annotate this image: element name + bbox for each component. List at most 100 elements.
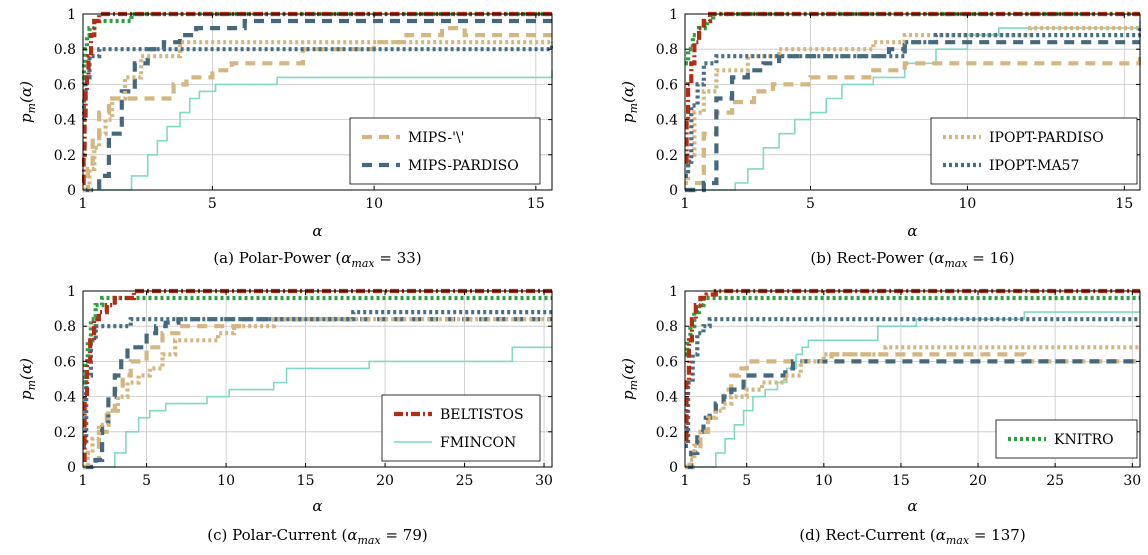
panel-caption: (d) Rect-Current (αmax = 137) (799, 526, 1025, 547)
y-tick-label: 0.2 (656, 425, 678, 441)
chart-panel-b: 1 5 10 1500.20.40.60.81αpm(α)IPOPT-PARDISOI… (619, 7, 1141, 270)
series-line (685, 359, 1140, 470)
y-tick-label: 1 (669, 7, 678, 23)
series-line (83, 40, 552, 193)
panel-caption: (c) Polar-Current (αmax = 79) (207, 526, 427, 547)
legend: IPOPT-PARDISO IPOPT-MA57 (930, 117, 1138, 185)
series-line (83, 346, 552, 468)
x-tick-label: 20 (969, 473, 987, 489)
y-tick-label: 0.2 (54, 425, 76, 441)
y-tick-label: 1 (67, 284, 76, 300)
series-line (685, 28, 1141, 178)
series-line (83, 310, 552, 448)
series-line (685, 345, 1140, 470)
x-tick-label: 15 (527, 196, 545, 212)
series-line (684, 288, 1140, 441)
legend-label: IPOPT-PARDISO (989, 130, 1104, 146)
legend-box (381, 394, 541, 462)
x-tick-label: 1 (79, 196, 88, 212)
series-group (684, 11, 1141, 193)
x-tick-label: 10 (958, 196, 976, 212)
x-axis-label: α (907, 222, 917, 240)
y-tick-label: 0.6 (54, 354, 76, 370)
legend-label: IPOPT-MA57 (989, 158, 1079, 174)
x-axis-label: α (907, 497, 917, 515)
x-tick-label: 10 (217, 473, 235, 489)
series-line (685, 56, 1141, 193)
panel-caption: (a) Polar-Power (αmax = 33) (213, 249, 421, 270)
x-tick-label: 5 (142, 473, 151, 489)
y-tick-label: 0.6 (656, 77, 678, 93)
x-tick-label: 5 (742, 473, 751, 489)
chart-panel-a: 1 5 10 1500.20.40.60.81αpm(α)MIPS-'\'MIPS-P… (17, 7, 553, 270)
y-tick-label: 0 (67, 460, 76, 476)
y-tick-label: 0.8 (656, 42, 678, 58)
x-tick-label: 25 (456, 473, 474, 489)
legend: KNITRO (995, 419, 1138, 459)
legend-box (930, 117, 1138, 185)
legend-label: KNITRO (1054, 432, 1114, 448)
x-tick-label: 5 (806, 196, 815, 212)
y-axis-label: pm(α) (619, 358, 640, 400)
panel-caption: (b) Rect-Power (αmax = 16) (810, 249, 1014, 270)
legend-box (349, 117, 541, 185)
y-axis-label: pm(α) (619, 81, 640, 123)
series-line (83, 295, 552, 385)
series-line (685, 295, 1140, 357)
x-tick-label: 15 (892, 473, 910, 489)
x-tick-label: 25 (1046, 473, 1064, 489)
y-tick-label: 0.4 (656, 390, 678, 406)
series-line (83, 18, 552, 193)
x-tick-label: 5 (208, 196, 217, 212)
y-tick-label: 0.2 (54, 148, 76, 164)
series-line (83, 26, 552, 193)
y-axis-label: pm(α) (17, 81, 38, 123)
x-tick-label: 10 (815, 473, 833, 489)
x-axis-label: α (312, 497, 322, 515)
axes-frame (684, 290, 1141, 468)
y-tick-label: 1 (669, 284, 678, 300)
axes-frame (684, 13, 1141, 191)
axes-frame (82, 13, 553, 191)
legend-label: MIPS-'\' (408, 130, 465, 146)
legend: MIPS-'\' MIPS-PARDISO (349, 117, 541, 185)
legend-box (995, 419, 1138, 459)
chart-panel-c: 1 5 10 15 20 25 3000.20.40.60.81αpm(α)BELTISTO… (17, 284, 553, 547)
series-line (83, 70, 553, 191)
y-tick-label: 0 (67, 183, 76, 199)
x-tick-label: 1 (681, 196, 690, 212)
y-tick-label: 1 (67, 7, 76, 23)
y-tick-label: 0.4 (656, 113, 678, 129)
y-tick-label: 0.8 (54, 42, 76, 58)
chart-panel-d: 1 5 10 15 20 25 3000.20.40.60.81αpm(α)KNITRO(d… (619, 284, 1141, 547)
series-group (82, 288, 552, 470)
y-tick-label: 0.6 (656, 354, 678, 370)
series-group (684, 288, 1140, 470)
x-tick-label: 1 (681, 473, 690, 489)
x-tick-label: 30 (1123, 473, 1141, 489)
x-tick-label: 15 (1115, 196, 1133, 212)
y-axis-label: pm(α) (17, 358, 38, 400)
legend-label: BELTISTOS (440, 407, 524, 423)
y-tick-label: 0.4 (54, 113, 76, 129)
legend-label: FMINCON (440, 435, 516, 451)
axes-frame (82, 290, 553, 468)
y-tick-label: 0.4 (54, 390, 76, 406)
series-line (82, 42, 553, 122)
y-tick-label: 0.2 (656, 148, 678, 164)
series-line (685, 21, 1141, 191)
series-line (685, 11, 1140, 66)
y-tick-label: 0.8 (656, 319, 678, 335)
series-line (83, 317, 552, 470)
y-tick-label: 0.6 (54, 77, 76, 93)
x-axis-label: α (312, 222, 322, 240)
series-line (82, 288, 552, 463)
legend: BELTISTOS FMINCON (381, 394, 541, 462)
x-tick-label: 10 (365, 196, 383, 212)
series-line (685, 40, 1140, 193)
y-tick-label: 0 (669, 460, 678, 476)
series-line (685, 352, 1140, 470)
y-tick-label: 0.8 (54, 319, 76, 335)
x-tick-label: 30 (535, 473, 553, 489)
